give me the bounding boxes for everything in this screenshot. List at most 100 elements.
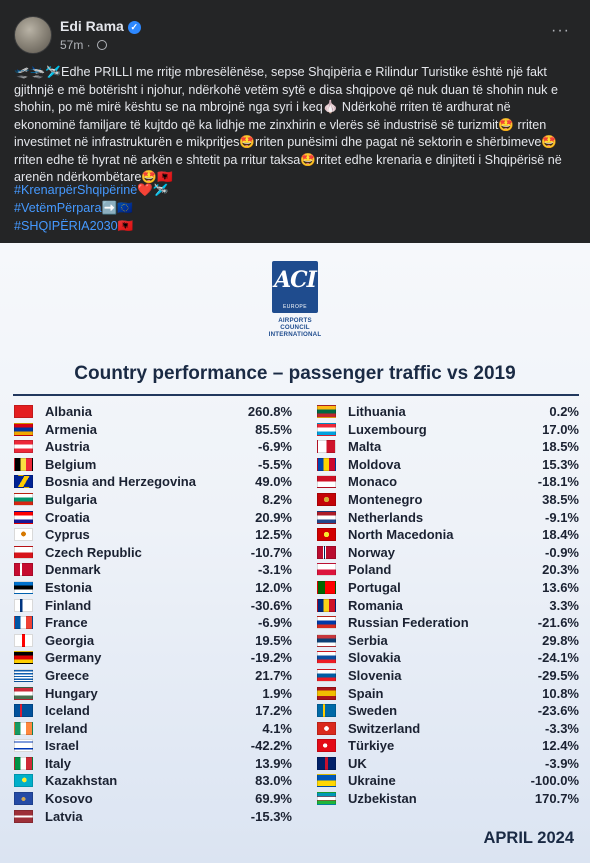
country-row: Croatia 20.9% (14, 509, 292, 527)
flag-icon (317, 422, 336, 436)
aci-europe-logo: ACI EUROPE AIRPORTS COUNCIL INTERNATIONA… (265, 261, 325, 349)
title-divider (13, 394, 579, 396)
country-row: Netherlands -9.1% (317, 509, 579, 527)
country-name: Türkiye (348, 738, 395, 754)
flag-icon (14, 440, 33, 454)
flag-icon (317, 528, 336, 542)
flag-icon (317, 668, 336, 682)
country-row: Cyprus 12.5% (14, 526, 292, 544)
flag-icon (317, 580, 336, 594)
traffic-change-value: 18.5% (542, 439, 579, 455)
flag-icon (317, 651, 336, 665)
traffic-change-value: 4.1% (262, 720, 292, 736)
country-row: Austria -6.9% (14, 438, 292, 456)
country-name: Malta (348, 439, 382, 455)
country-name: Estonia (45, 579, 92, 595)
country-row: Uzbekistan 170.7% (317, 790, 579, 808)
traffic-change-value: 29.8% (542, 632, 579, 648)
country-name: Italy (45, 755, 72, 771)
hashtag-link[interactable]: #VetëmPërpara➡️🇪🇺 (14, 201, 133, 215)
country-name: Bosnia and Herzegovina (45, 474, 196, 490)
traffic-change-value: 15.3% (542, 456, 579, 472)
traffic-change-value: -30.6% (250, 597, 292, 613)
flag-icon (14, 633, 33, 647)
flag-icon (317, 739, 336, 753)
traffic-change-value: 83.0% (255, 773, 292, 789)
traffic-change-value: -0.9% (545, 544, 579, 560)
logo-aci-text: ACI (274, 267, 317, 293)
post-header: Edi Rama ✓ 57m · ··· (14, 16, 576, 56)
country-row: Montenegro 38.5% (317, 491, 579, 509)
author-name-text[interactable]: Edi Rama (60, 18, 124, 34)
country-row: Moldova 15.3% (317, 456, 579, 474)
country-row: North Macedonia 18.4% (317, 526, 579, 544)
country-name: Kazakhstan (45, 773, 118, 789)
traffic-change-value: 20.3% (542, 562, 579, 578)
more-options-icon[interactable]: ··· (551, 22, 570, 39)
flag-icon (317, 440, 336, 454)
country-name: Uzbekistan (348, 791, 417, 807)
country-name: Albania (45, 404, 92, 419)
country-name: Slovakia (348, 650, 401, 666)
flag-icon (317, 598, 336, 612)
traffic-change-value: -6.9% (258, 615, 292, 631)
country-row: Serbia 29.8% (317, 632, 579, 650)
country-row: UK -3.9% (317, 755, 579, 773)
country-name: Moldova (348, 456, 401, 472)
traffic-change-value: -15.3% (250, 808, 292, 824)
flag-icon (14, 528, 33, 542)
traffic-change-value: -3.1% (258, 562, 292, 578)
country-row: Russian Federation -21.6% (317, 614, 579, 632)
flag-icon (317, 704, 336, 718)
country-name: Cyprus (45, 527, 90, 543)
country-name: Switzerland (348, 720, 421, 736)
traffic-change-value: 12.4% (542, 738, 579, 754)
country-row: Bulgaria 8.2% (14, 491, 292, 509)
country-name: Finland (45, 597, 92, 613)
country-row: Germany -19.2% (14, 649, 292, 667)
country-row: Iceland 17.2% (14, 702, 292, 720)
country-row: Armenia 85.5% (14, 421, 292, 439)
country-row: Kazakhstan 83.0% (14, 772, 292, 790)
author-name[interactable]: Edi Rama ✓ (60, 18, 141, 34)
flag-icon (317, 405, 336, 418)
avatar[interactable] (14, 16, 52, 54)
country-name: Monaco (348, 474, 398, 490)
country-row: Luxembourg 17.0% (317, 421, 579, 439)
traffic-change-value: -29.5% (537, 667, 579, 683)
country-row: Ireland 4.1% (14, 720, 292, 738)
logo-name-text: AIRPORTS COUNCIL INTERNATIONAL (268, 317, 322, 338)
logo-region-text: EUROPE (282, 304, 308, 310)
traffic-change-value: -6.9% (258, 439, 292, 455)
country-name: Austria (45, 439, 90, 455)
country-name: France (45, 615, 88, 631)
traffic-change-value: 17.0% (542, 421, 579, 437)
flag-icon (14, 668, 33, 682)
country-row: France -6.9% (14, 614, 292, 632)
traffic-change-value: -5.5% (258, 456, 292, 472)
flag-icon (14, 563, 33, 577)
country-row: Italy 13.9% (14, 755, 292, 773)
country-row: Bosnia and Herzegovina 49.0% (14, 473, 292, 491)
hashtag-link[interactable]: #SHQIPËRIA2030🇦🇱 (14, 219, 134, 233)
flag-icon (317, 774, 336, 788)
country-row: Israel -42.2% (14, 737, 292, 755)
flag-icon (14, 580, 33, 594)
traffic-change-value: 49.0% (255, 474, 292, 490)
country-name: Belgium (45, 456, 97, 472)
flag-icon (14, 492, 33, 506)
country-name: Spain (348, 685, 384, 701)
country-name: Slovenia (348, 667, 402, 683)
flag-icon (14, 686, 33, 700)
flag-icon (317, 792, 336, 806)
flag-icon (14, 792, 33, 806)
hashtag-link[interactable]: #KrenarpërShqipërinë❤️🛩️ (14, 183, 169, 197)
flag-icon (317, 756, 336, 770)
traffic-change-value: 13.9% (255, 755, 292, 771)
post-time[interactable]: 57m (60, 38, 84, 52)
post-image[interactable]: ACI EUROPE AIRPORTS COUNCIL INTERNATIONA… (0, 243, 590, 863)
traffic-change-value: 170.7% (534, 791, 579, 807)
country-list-right: Lithuania 0.2% Luxembourg 17.0% Malta 18.5% Mo… (317, 403, 579, 808)
country-name: Croatia (45, 509, 90, 525)
